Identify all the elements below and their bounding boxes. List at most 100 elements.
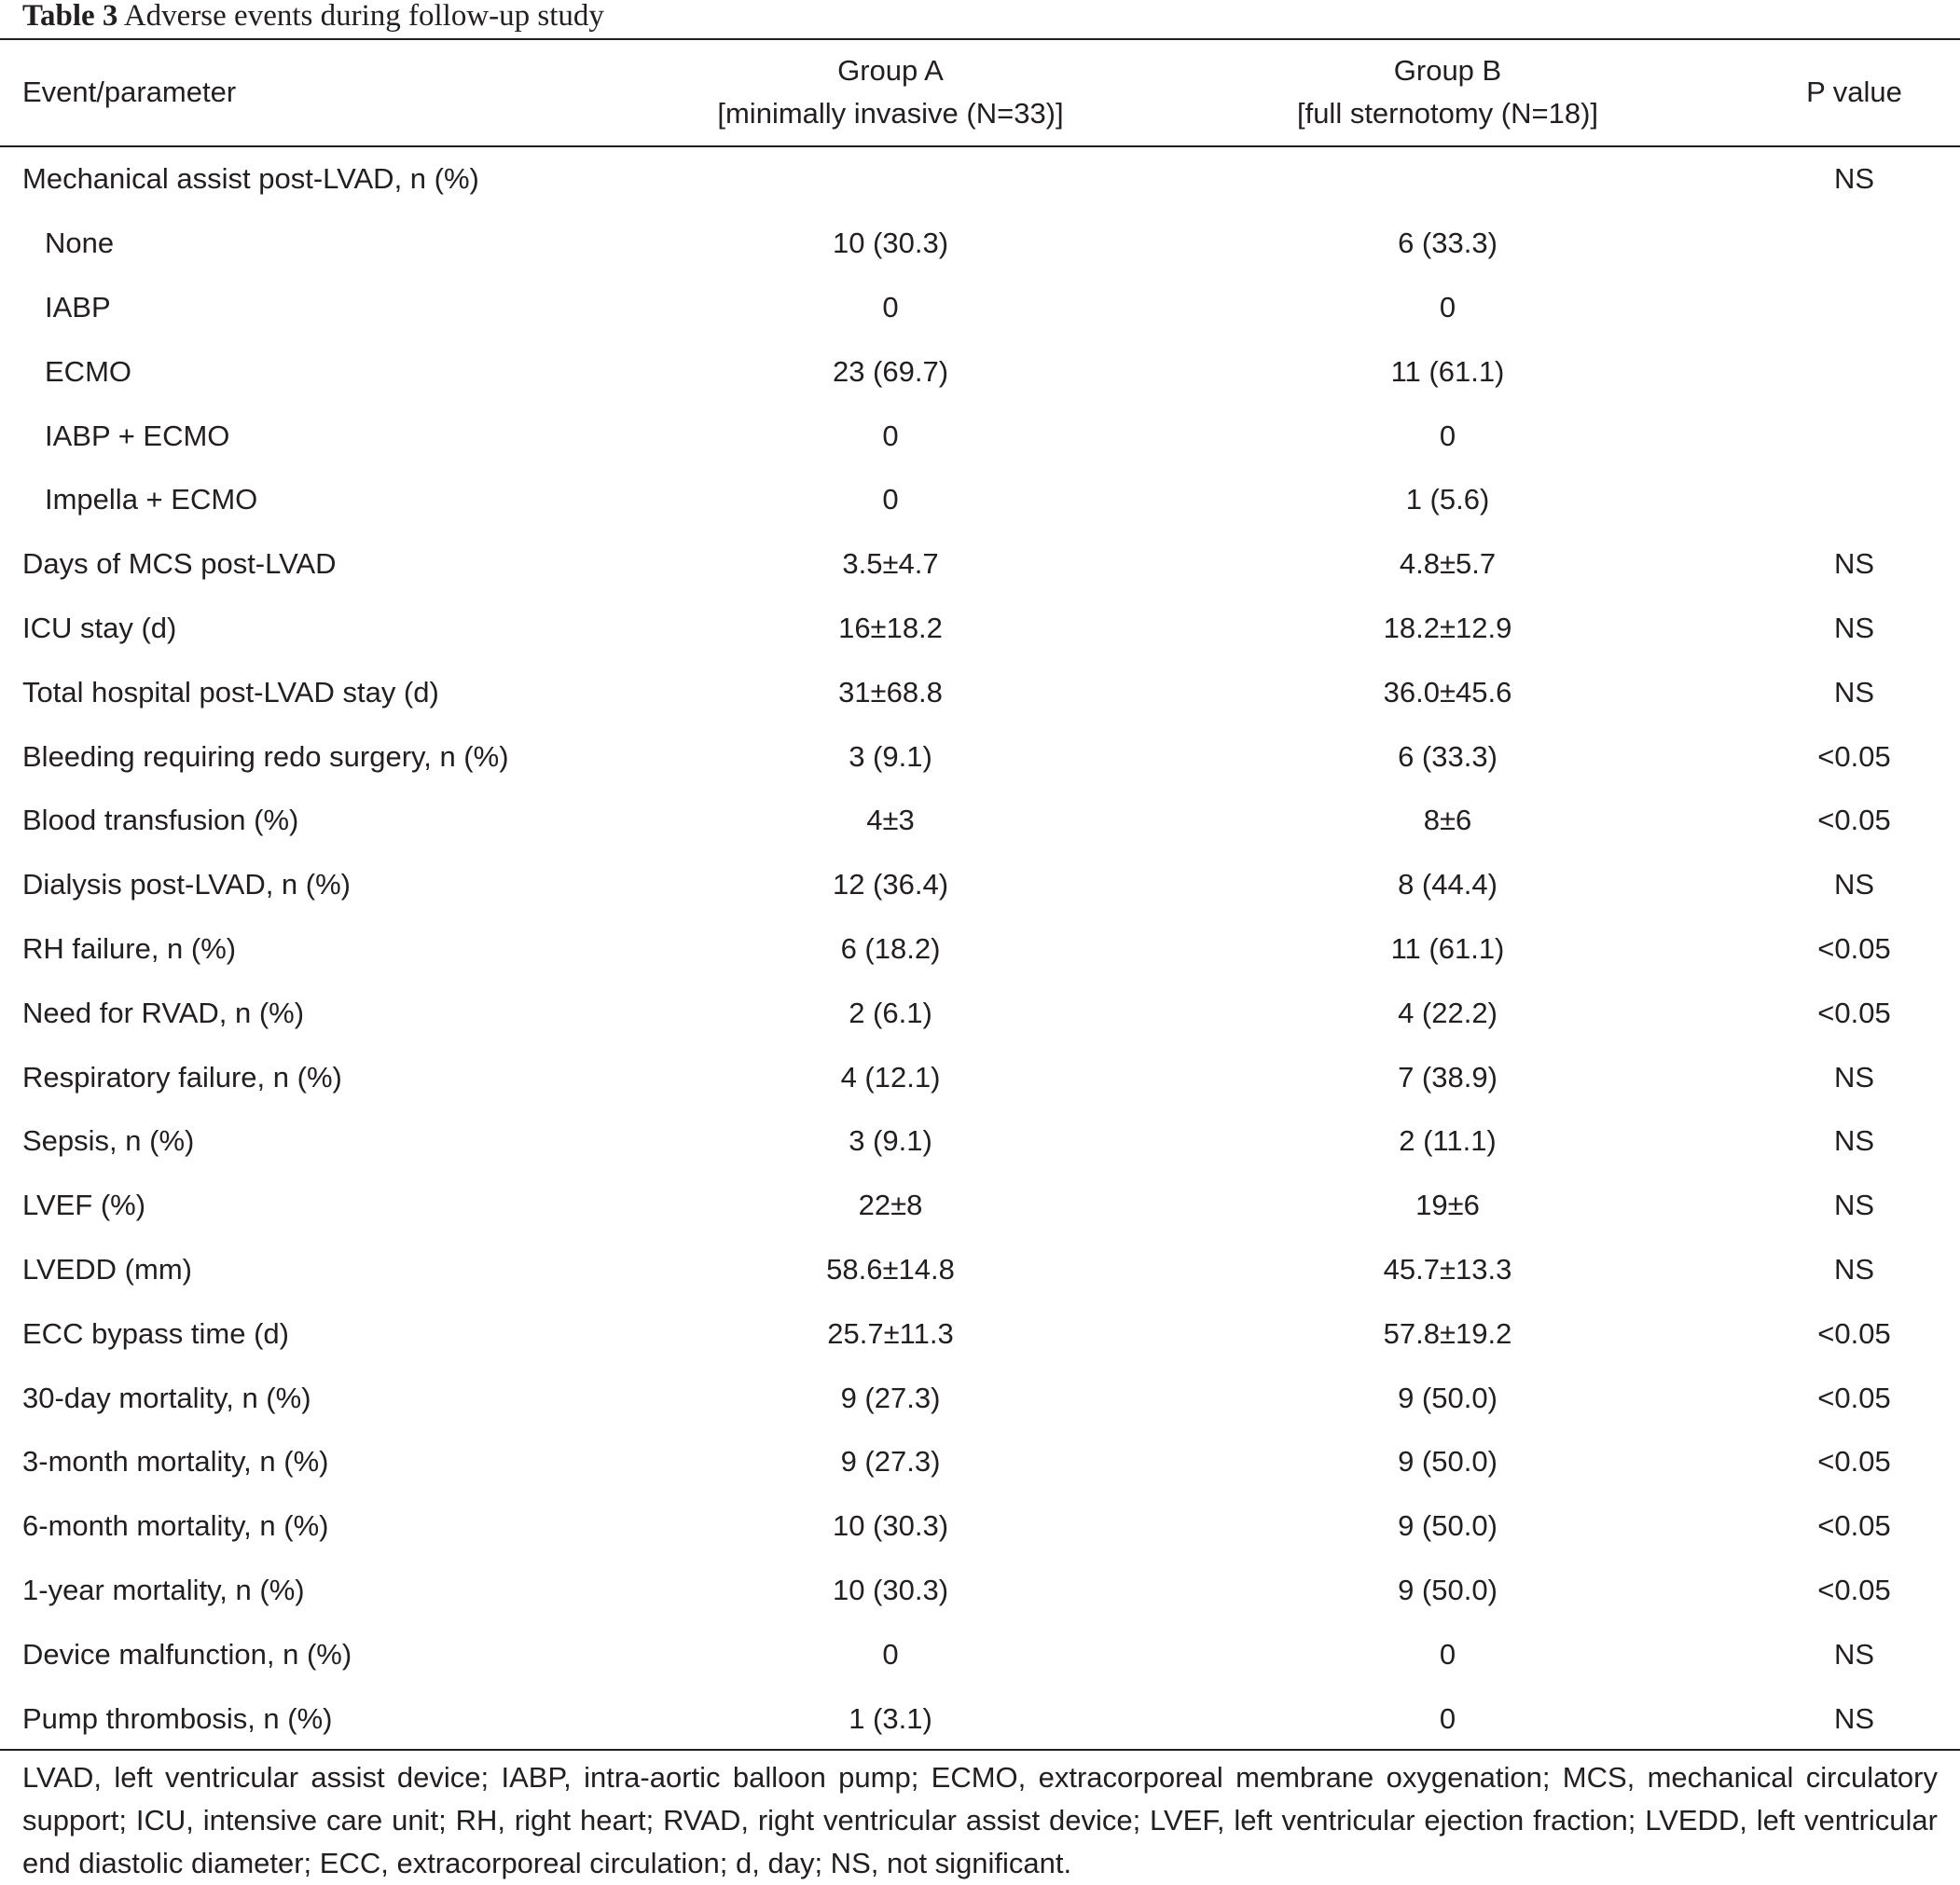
cell-group-a: 10 (30.3) bbox=[832, 227, 949, 260]
row-label: ECC bypass time (d) bbox=[22, 1316, 289, 1350]
cell-p-value bbox=[1767, 404, 1960, 468]
table-row: 3-month mortality, n (%) 9 (27.3) 9 (50.0)… bbox=[0, 1430, 1960, 1494]
cell-group-a: 4 (12.1) bbox=[840, 1060, 941, 1094]
row-label: IABP bbox=[45, 290, 111, 323]
table-row: ICU stay (d) 16±18.2 18.2±12.9 NS bbox=[0, 597, 1960, 661]
cell-p-value: <0.05 bbox=[1817, 804, 1891, 837]
cell-group-a: 10 (30.3) bbox=[832, 1509, 949, 1543]
cell-group-b: 8 (44.4) bbox=[1398, 868, 1498, 901]
cell-group-b: 0 bbox=[1439, 1701, 1456, 1735]
header-group-a: Group A [minimally invasive (N=33)] bbox=[717, 53, 1064, 130]
row-label: Pump thrombosis, n (%) bbox=[22, 1701, 333, 1735]
cell-group-b: 7 (38.9) bbox=[1398, 1060, 1498, 1094]
cell-group-b: 0 bbox=[1439, 1637, 1456, 1671]
cell-group-a: 3 (9.1) bbox=[849, 1124, 932, 1158]
row-label: 1-year mortality, n (%) bbox=[22, 1573, 305, 1606]
table-row: Dialysis post-LVAD, n (%) 12 (36.4) 8 (44.… bbox=[0, 853, 1960, 917]
cell-p-value: NS bbox=[1833, 1060, 1875, 1094]
table-caption-label: Table 3 bbox=[22, 0, 118, 33]
table-row: Total hospital post-LVAD stay (d) 31±68.8… bbox=[0, 660, 1960, 724]
cell-p-value: <0.05 bbox=[1817, 931, 1891, 965]
row-label: Days of MCS post-LVAD bbox=[22, 547, 337, 581]
cell-group-a: 22±8 bbox=[858, 1189, 923, 1222]
cell-group-a: 16±18.2 bbox=[838, 611, 943, 644]
header-event-parameter: Event/parameter bbox=[22, 75, 237, 108]
cell-group-b: 6 (33.3) bbox=[1398, 739, 1498, 773]
row-label: ECMO bbox=[45, 354, 131, 388]
adverse-events-table: Event/parameter Group A [minimally invas… bbox=[0, 38, 1960, 1751]
cell-group-a: 0 bbox=[882, 419, 899, 452]
cell-p-value: NS bbox=[1833, 1124, 1875, 1158]
cell-group-b: 18.2±12.9 bbox=[1383, 611, 1512, 644]
cell-p-value: NS bbox=[1833, 547, 1875, 581]
row-label: Device malfunction, n (%) bbox=[22, 1637, 352, 1671]
table-row: LVEF (%) 22±8 19±6 NS bbox=[0, 1174, 1960, 1238]
cell-p-value: NS bbox=[1833, 1189, 1875, 1222]
cell-p-value: <0.05 bbox=[1817, 1316, 1891, 1350]
cell-group-b: 9 (50.0) bbox=[1398, 1445, 1498, 1479]
cell-group-a: 4±3 bbox=[866, 804, 915, 837]
cell-group-b: 0 bbox=[1439, 290, 1456, 323]
row-label: Dialysis post-LVAD, n (%) bbox=[22, 868, 351, 901]
row-label: Sepsis, n (%) bbox=[22, 1124, 195, 1158]
cell-group-a: 3 (9.1) bbox=[849, 739, 932, 773]
top-rule bbox=[0, 38, 1960, 40]
cell-group-b: 9 (50.0) bbox=[1398, 1381, 1498, 1414]
cell-p-value: <0.05 bbox=[1817, 1573, 1891, 1606]
header-row: Event/parameter Group A [minimally invas… bbox=[0, 38, 1960, 145]
row-label: Blood transfusion (%) bbox=[22, 804, 299, 837]
table-row: Blood transfusion (%) 4±3 8±6 <0.05 bbox=[0, 789, 1960, 853]
cell-p-value: NS bbox=[1833, 1252, 1875, 1286]
cell-p-value: NS bbox=[1833, 1637, 1875, 1671]
table-row: Need for RVAD, n (%) 2 (6.1) 4 (22.2) <0.05 bbox=[0, 981, 1960, 1045]
cell-group-b: 45.7±13.3 bbox=[1383, 1252, 1512, 1286]
table-row: Days of MCS post-LVAD 3.5±4.7 4.8±5.7 NS bbox=[0, 532, 1960, 597]
cell-p-value: <0.05 bbox=[1817, 1509, 1891, 1543]
cell-group-b: 6 (33.3) bbox=[1398, 227, 1498, 260]
cell-p-value: NS bbox=[1833, 675, 1875, 709]
row-label: RH failure, n (%) bbox=[22, 931, 237, 965]
table-row: Sepsis, n (%) 3 (9.1) 2 (11.1) NS bbox=[0, 1109, 1960, 1174]
row-label: LVEDD (mm) bbox=[22, 1252, 192, 1286]
cell-p-value: NS bbox=[1833, 162, 1875, 196]
cell-p-value bbox=[1767, 212, 1960, 276]
row-label: 30-day mortality, n (%) bbox=[22, 1381, 311, 1414]
cell-group-a: 1 (3.1) bbox=[849, 1701, 932, 1735]
cell-group-b: 11 (61.1) bbox=[1390, 354, 1505, 388]
cell-p-value bbox=[1767, 339, 1960, 404]
table-row: Device malfunction, n (%) 0 0 NS bbox=[0, 1622, 1960, 1686]
cell-p-value bbox=[1767, 468, 1960, 532]
table-row: ECC bypass time (d) 25.7±11.3 57.8±19.2 <0.… bbox=[0, 1301, 1960, 1366]
cell-group-b: 0 bbox=[1439, 419, 1456, 452]
cell-p-value: NS bbox=[1833, 611, 1875, 644]
row-label: 6-month mortality, n (%) bbox=[22, 1509, 329, 1543]
row-label: Impella + ECMO bbox=[45, 483, 258, 516]
table-header: Event/parameter Group A [minimally invas… bbox=[0, 38, 1960, 145]
table-row: Respiratory failure, n (%) 4 (12.1) 7 (38.… bbox=[0, 1045, 1960, 1109]
row-label: Total hospital post-LVAD stay (d) bbox=[22, 675, 439, 709]
cell-group-b: 11 (61.1) bbox=[1390, 931, 1505, 965]
table-caption-text: Adverse events during follow-up study bbox=[123, 0, 604, 33]
row-label: IABP + ECMO bbox=[45, 419, 230, 452]
table-row: ECMO 23 (69.7) 11 (61.1) bbox=[0, 339, 1960, 404]
cell-group-b: 57.8±19.2 bbox=[1383, 1316, 1512, 1350]
header-group-b: Group B [full sternotomy (N=18)] bbox=[1296, 53, 1599, 130]
table-row: IABP + ECMO 0 0 bbox=[0, 404, 1960, 468]
cell-group-a: 6 (18.2) bbox=[840, 931, 941, 965]
cell-group-a: 25.7±11.3 bbox=[827, 1316, 954, 1350]
table-row: 30-day mortality, n (%) 9 (27.3) 9 (50.0) <… bbox=[0, 1366, 1960, 1430]
cell-group-a: 9 (27.3) bbox=[840, 1381, 941, 1414]
cell-group-a: 9 (27.3) bbox=[840, 1445, 941, 1479]
table-row: None 10 (30.3) 6 (33.3) bbox=[0, 212, 1960, 276]
cell-p-value: <0.05 bbox=[1817, 996, 1891, 1029]
table-row: Impella + ECMO 0 1 (5.6) bbox=[0, 468, 1960, 532]
row-label: LVEF (%) bbox=[22, 1189, 146, 1222]
cell-group-a: 23 (69.7) bbox=[832, 354, 949, 388]
table-caption: Table 3 Adverse events during follow-up … bbox=[22, 0, 604, 35]
cell-group-a: 0 bbox=[882, 1637, 899, 1671]
table-row: RH failure, n (%) 6 (18.2) 11 (61.1) <0.05 bbox=[0, 917, 1960, 982]
table-row: Bleeding requiring redo surgery, n (%) 3 … bbox=[0, 724, 1960, 789]
row-label: Need for RVAD, n (%) bbox=[22, 996, 305, 1029]
table-body: Mechanical assist post-LVAD, n (%) NS None… bbox=[0, 145, 1960, 1751]
